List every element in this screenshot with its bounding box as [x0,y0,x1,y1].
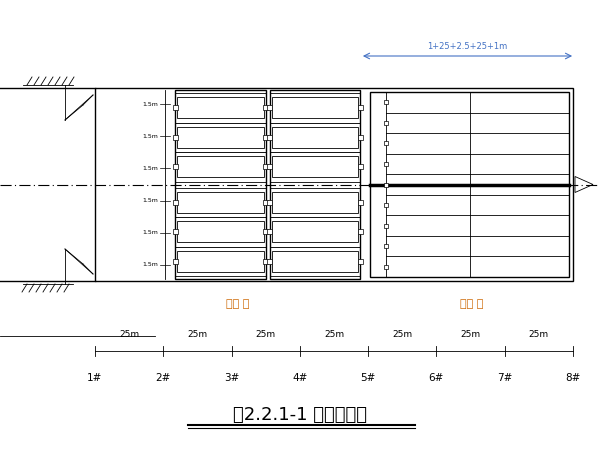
Bar [173,200,178,205]
Bar [358,105,362,110]
Text: 1.5m: 1.5m [142,166,158,171]
Text: 25m: 25m [392,330,412,339]
Bar [175,122,265,152]
Bar [384,265,388,269]
Bar [175,90,265,279]
Bar [271,221,358,242]
Bar [271,157,358,177]
Bar [173,164,178,169]
Text: 25m: 25m [461,330,481,339]
Text: 1.5m: 1.5m [142,102,158,107]
Bar [269,188,360,217]
Text: 7#: 7# [497,373,512,383]
Text: 6#: 6# [429,373,444,383]
Bar [370,92,569,277]
Bar [269,217,360,247]
Bar [358,164,362,169]
Bar [384,141,388,145]
Text: 1.5m: 1.5m [142,230,158,235]
Bar [358,200,362,205]
Bar [269,122,360,152]
Text: 5#: 5# [361,373,376,383]
Bar [269,90,360,279]
Bar [267,259,272,264]
Bar [384,203,388,207]
Text: 1.5m: 1.5m [142,262,158,267]
Bar [175,188,265,217]
Text: 1+25+2.5+25+1m: 1+25+2.5+25+1m [427,42,508,51]
Bar [177,221,263,242]
Bar [384,121,388,125]
Bar [175,247,265,276]
Bar [358,135,362,140]
Bar [173,229,178,234]
Bar [263,135,268,140]
Bar [263,229,268,234]
Bar [177,127,263,148]
Bar [384,162,388,166]
Text: 25m: 25m [256,330,276,339]
Bar [384,100,388,104]
Bar [267,135,272,140]
Text: 2#: 2# [155,373,171,383]
Bar [271,98,358,118]
Bar [177,157,263,177]
Bar [267,105,272,110]
Bar [271,127,358,148]
Bar [384,244,388,248]
Text: 3#: 3# [224,373,239,383]
Bar [269,93,360,122]
Text: 25m: 25m [529,330,549,339]
Bar [177,98,263,118]
Text: 1.5m: 1.5m [142,198,158,203]
Bar [263,164,268,169]
Bar [267,164,272,169]
Bar [175,93,265,122]
Bar [263,259,268,264]
Text: 25m: 25m [119,330,139,339]
Bar [384,183,388,186]
Text: 图2.2.1-1 预制场布置: 图2.2.1-1 预制场布置 [233,406,367,424]
Bar [95,88,573,281]
Bar [175,152,265,181]
Bar [263,200,268,205]
Text: 预制 区: 预制 区 [226,299,249,309]
Bar [177,251,263,271]
Text: 8#: 8# [565,373,581,383]
Text: 4#: 4# [292,373,308,383]
Bar [267,229,272,234]
Bar [267,200,272,205]
Bar [173,259,178,264]
Bar [271,192,358,212]
Text: 25m: 25m [187,330,208,339]
Bar [269,247,360,276]
Bar [173,105,178,110]
Bar [271,251,358,271]
Bar [175,217,265,247]
Bar [177,192,263,212]
Bar [384,224,388,228]
Bar [358,229,362,234]
Bar [263,105,268,110]
Text: 存梁 区: 存梁 区 [460,299,483,309]
Text: 1.5m: 1.5m [142,134,158,139]
Text: 25m: 25m [324,330,344,339]
Text: 1#: 1# [88,373,103,383]
Bar [173,135,178,140]
Bar [358,259,362,264]
Bar [269,152,360,181]
